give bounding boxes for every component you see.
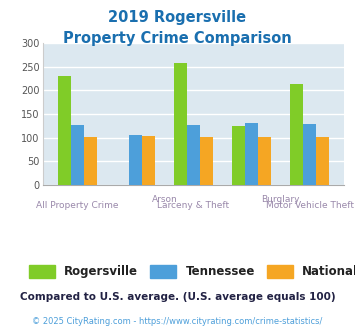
Bar [303, 124, 316, 185]
Bar [174, 63, 187, 185]
Text: 2019 Rogersville: 2019 Rogersville [108, 10, 247, 25]
Bar [187, 125, 200, 185]
Bar [258, 137, 271, 185]
Bar [200, 137, 213, 185]
Legend: Rogersville, Tennessee, National: Rogersville, Tennessee, National [23, 259, 355, 284]
Text: © 2025 CityRating.com - https://www.cityrating.com/crime-statistics/: © 2025 CityRating.com - https://www.city… [32, 317, 323, 326]
Bar [245, 123, 258, 185]
Bar [290, 83, 303, 185]
Bar [58, 76, 71, 185]
Bar [233, 126, 245, 185]
Text: All Property Crime: All Property Crime [36, 201, 119, 210]
Bar [316, 137, 329, 185]
Text: Arson: Arson [152, 195, 178, 204]
Bar [142, 136, 154, 185]
Text: Compared to U.S. average. (U.S. average equals 100): Compared to U.S. average. (U.S. average … [20, 292, 335, 302]
Bar [71, 125, 84, 185]
Text: Property Crime Comparison: Property Crime Comparison [63, 31, 292, 46]
Text: Motor Vehicle Theft: Motor Vehicle Theft [266, 201, 354, 210]
Bar [84, 137, 97, 185]
Bar [129, 135, 142, 185]
Text: Larceny & Theft: Larceny & Theft [157, 201, 230, 210]
Text: Burglary: Burglary [261, 195, 300, 204]
